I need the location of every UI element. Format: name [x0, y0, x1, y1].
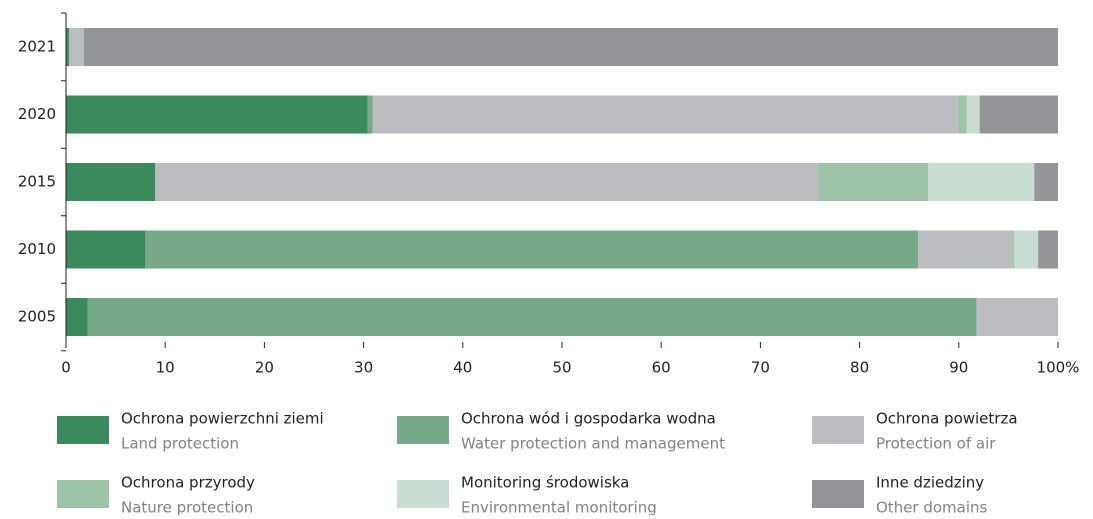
- bar-segment: [372, 95, 958, 134]
- x-tick-label: 90: [949, 359, 968, 377]
- legend-swatch: [812, 480, 864, 508]
- bar-segment: [66, 95, 368, 134]
- bar-segment: [66, 298, 88, 336]
- bar-segment: [979, 95, 1058, 134]
- legend-label-en: Water protection and management: [461, 435, 725, 453]
- bar-segment: [928, 163, 1035, 201]
- bar-segment: [957, 95, 967, 134]
- bar-segment: [155, 163, 818, 201]
- y-tick-label: 2020: [18, 105, 56, 123]
- bar-segment: [918, 230, 1013, 269]
- bar-segment: [68, 28, 84, 66]
- x-tick-label: 20: [255, 359, 274, 377]
- x-tick-label: 10: [156, 359, 175, 377]
- legend-label-en: Protection of air: [876, 435, 996, 453]
- legend-label-en: Other domains: [876, 499, 988, 516]
- bar-segment: [367, 95, 373, 134]
- legend-swatch: [397, 416, 449, 444]
- bar-segment: [66, 163, 156, 201]
- x-tick-label: 60: [652, 359, 671, 377]
- x-tick-label: 40: [453, 359, 472, 377]
- bar-segment: [83, 28, 1058, 66]
- x-tick-label: 30: [354, 359, 373, 377]
- x-tick-label: 70: [751, 359, 770, 377]
- bar-segment: [976, 298, 1058, 336]
- legend-label: Inne dziedziny: [876, 474, 984, 492]
- x-tick-label: 80: [850, 359, 869, 377]
- x-tick-label: 100%: [1037, 359, 1080, 377]
- y-tick-label: 2015: [18, 173, 56, 191]
- y-tick-label: 2010: [18, 240, 56, 258]
- x-tick-label: 50: [552, 359, 571, 377]
- x-tick-label: 0: [61, 359, 71, 377]
- legend-label-en: Land protection: [121, 435, 239, 453]
- bar-segment: [1034, 163, 1058, 201]
- legend-label-en: Nature protection: [121, 499, 253, 516]
- legend-label: Ochrona powietrza: [876, 410, 1018, 428]
- bar-segment: [87, 298, 977, 336]
- bar-segment: [66, 28, 69, 66]
- bar-segment: [66, 230, 146, 269]
- y-tick-label: 2021: [18, 38, 56, 56]
- y-tick-label: 2005: [18, 308, 56, 326]
- legend-swatch: [57, 480, 109, 508]
- bar-segment: [145, 230, 919, 269]
- legend-label: Monitoring środowiska: [461, 474, 629, 492]
- bar-segment: [966, 95, 980, 134]
- bar-segment: [1038, 230, 1058, 269]
- bar-segment: [1014, 230, 1039, 269]
- legend-label: Ochrona przyrody: [121, 474, 255, 492]
- legend-label: Ochrona wód i gospodarka wodna: [461, 410, 716, 428]
- legend-swatch: [57, 416, 109, 444]
- legend-label: Ochrona powierzchni ziemi: [121, 410, 324, 428]
- legend-swatch: [397, 480, 449, 508]
- bar-segment: [817, 163, 929, 201]
- legend-label-en: Environmental monitoring: [461, 499, 657, 516]
- legend-swatch: [812, 416, 864, 444]
- bar-segment: [1012, 230, 1015, 269]
